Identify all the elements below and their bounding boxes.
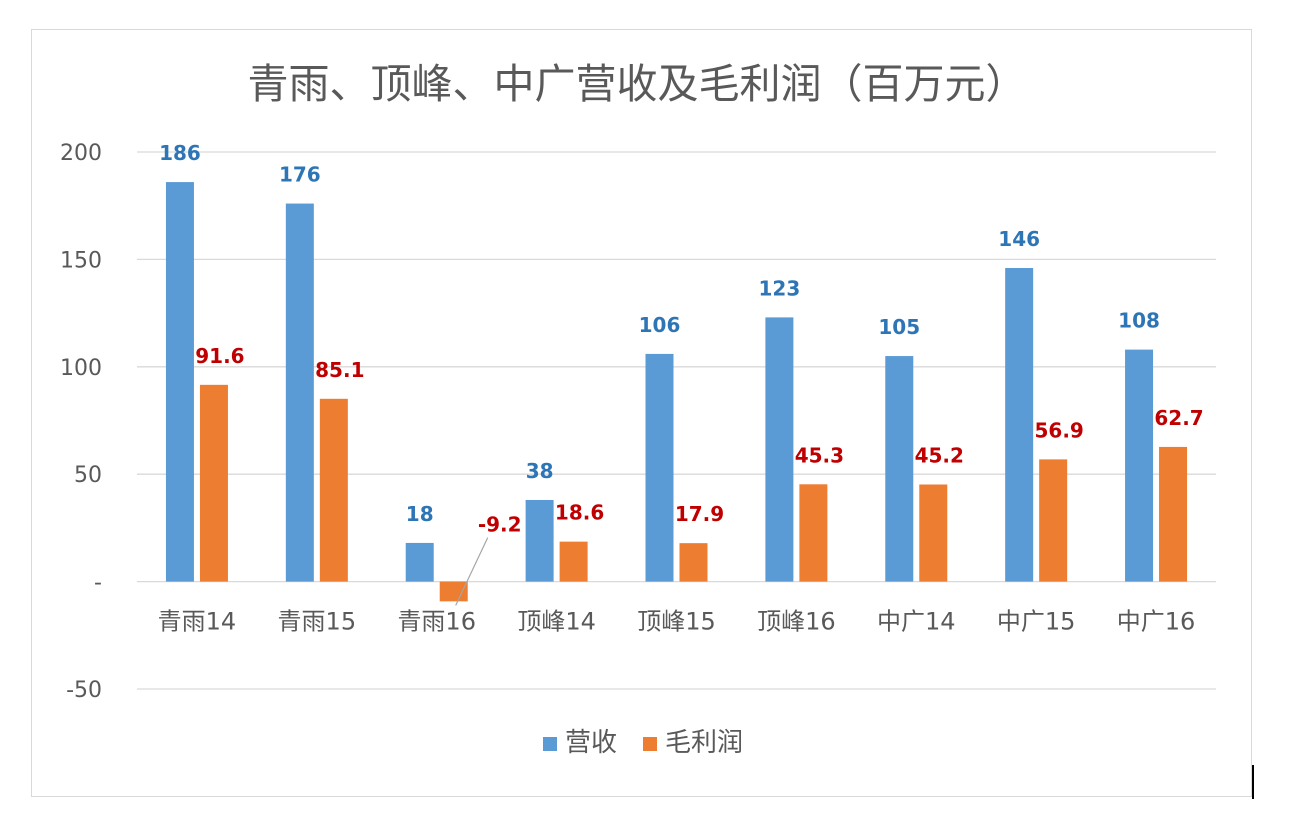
bar-revenue bbox=[405, 542, 434, 582]
y-tick-label: 100 bbox=[60, 356, 102, 381]
data-label-gross-profit: 91.6 bbox=[195, 344, 244, 368]
data-label-gross-profit: 18.6 bbox=[555, 501, 604, 525]
data-label-gross-profit: 62.7 bbox=[1154, 406, 1203, 430]
bar-revenue bbox=[525, 499, 554, 582]
bar-revenue bbox=[285, 203, 314, 582]
data-label-revenue: 146 bbox=[998, 227, 1040, 251]
bar-revenue bbox=[1125, 349, 1154, 582]
y-tick-label: 200 bbox=[60, 141, 102, 166]
bar-gross-profit bbox=[679, 543, 708, 582]
data-label-revenue: 38 bbox=[526, 459, 554, 483]
x-tick-label: 顶峰15 bbox=[637, 608, 716, 636]
chart-frame bbox=[31, 29, 1252, 797]
bar-revenue bbox=[645, 353, 674, 582]
bar-gross-profit bbox=[1039, 459, 1068, 582]
x-tick-label: 青雨16 bbox=[397, 608, 476, 636]
y-tick-label: -50 bbox=[66, 678, 102, 703]
x-tick-label: 青雨14 bbox=[158, 608, 237, 636]
bar-gross-profit bbox=[919, 484, 948, 582]
data-label-gross-profit: -9.2 bbox=[478, 513, 522, 537]
x-tick-label: 顶峰16 bbox=[757, 608, 836, 636]
data-label-gross-profit: 17.9 bbox=[675, 502, 724, 526]
x-tick-label: 中广14 bbox=[877, 608, 956, 636]
bar-gross-profit bbox=[319, 398, 348, 582]
data-label-gross-profit: 85.1 bbox=[315, 358, 364, 382]
y-tick-label: 150 bbox=[60, 248, 102, 273]
legend-swatch bbox=[543, 737, 557, 751]
data-label-revenue: 176 bbox=[279, 163, 321, 187]
data-label-revenue: 105 bbox=[878, 315, 920, 339]
x-tick-label: 青雨15 bbox=[278, 608, 357, 636]
x-tick-label: 中广15 bbox=[997, 608, 1076, 636]
data-label-revenue: 186 bbox=[159, 141, 201, 165]
leader-line bbox=[455, 537, 489, 606]
data-label-gross-profit: 56.9 bbox=[1034, 418, 1083, 442]
legend-swatch bbox=[643, 737, 657, 751]
bar-gross-profit bbox=[1159, 446, 1188, 582]
y-tick-label: 50 bbox=[74, 463, 102, 488]
bar-gross-profit bbox=[199, 384, 228, 582]
y-tick-label: - bbox=[94, 571, 102, 596]
chart-title: 青雨、顶峰、中广营收及毛利润（百万元） bbox=[248, 60, 1027, 108]
legend-label: 毛利润 bbox=[665, 728, 743, 758]
text-cursor bbox=[1252, 765, 1254, 799]
legend-label: 营收 bbox=[565, 728, 617, 758]
x-tick-label: 中广16 bbox=[1117, 608, 1196, 636]
data-label-revenue: 106 bbox=[639, 313, 681, 337]
bar-gross-profit bbox=[439, 581, 468, 602]
data-label-gross-profit: 45.3 bbox=[795, 443, 844, 467]
bar-revenue bbox=[1005, 267, 1034, 582]
bar-gross-profit bbox=[559, 541, 588, 582]
data-label-revenue: 108 bbox=[1118, 309, 1160, 333]
x-tick-label: 顶峰14 bbox=[517, 608, 596, 636]
data-label-revenue: 18 bbox=[406, 502, 434, 526]
bar-revenue bbox=[765, 317, 794, 582]
bar-revenue bbox=[885, 356, 914, 582]
data-label-revenue: 123 bbox=[759, 276, 801, 300]
bar-revenue bbox=[165, 182, 194, 582]
bar-gross-profit bbox=[799, 484, 828, 582]
data-label-gross-profit: 45.2 bbox=[915, 444, 964, 468]
